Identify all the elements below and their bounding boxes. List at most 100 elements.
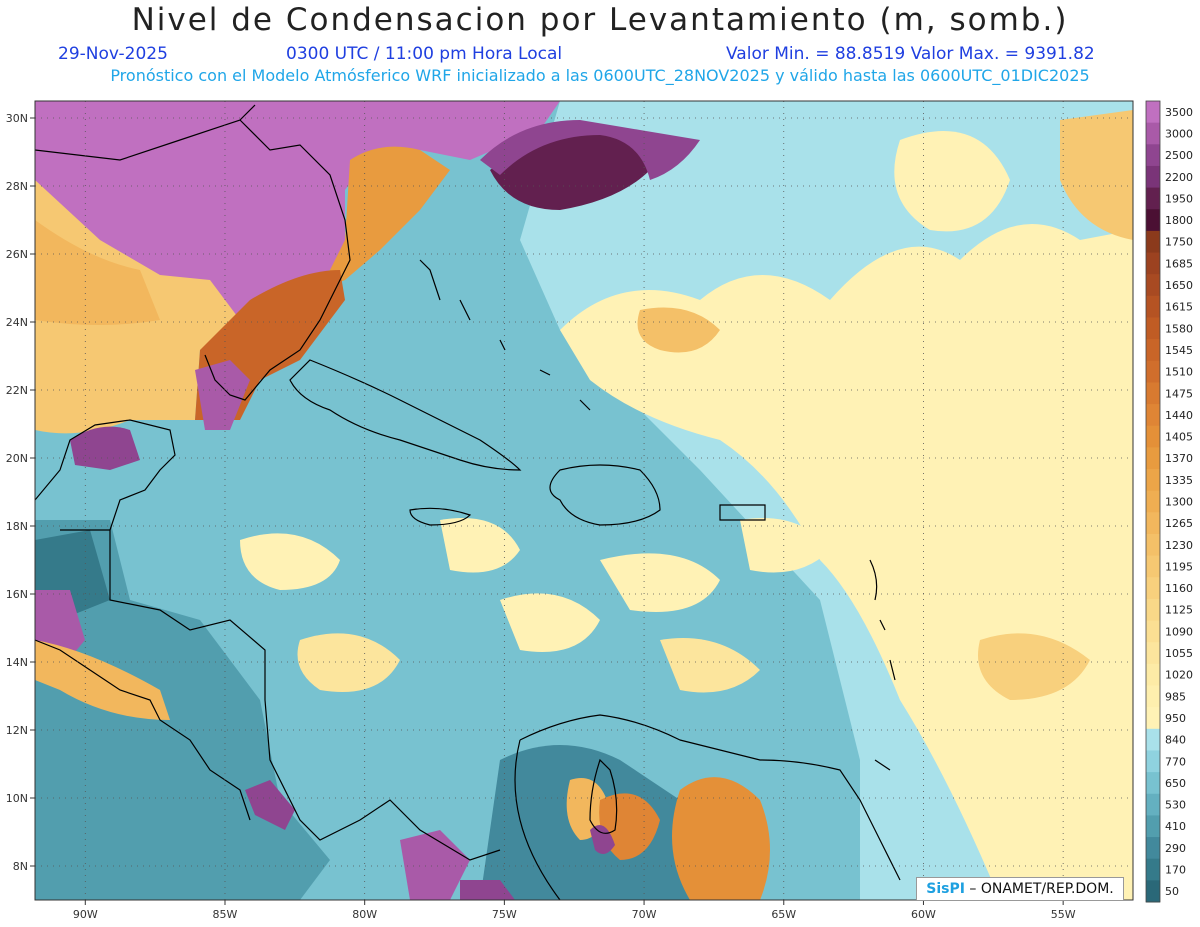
field-patch bbox=[400, 830, 470, 900]
colorbar-label: 1230 bbox=[1165, 539, 1193, 552]
colorbar-swatch bbox=[1146, 620, 1160, 643]
colorbar-label: 290 bbox=[1165, 842, 1186, 855]
colorbar-swatch bbox=[1146, 382, 1160, 405]
colorbar-swatch bbox=[1146, 663, 1160, 687]
colorbar-label: 1615 bbox=[1165, 301, 1193, 314]
field-florida-coast bbox=[300, 146, 450, 300]
colorbar-label: 410 bbox=[1165, 820, 1186, 833]
date-label: 29-Nov-2025 bbox=[58, 44, 168, 64]
colorbar-label: 1650 bbox=[1165, 279, 1193, 292]
lat-tick-label: 28N bbox=[6, 180, 28, 193]
colorbar-label: 2200 bbox=[1165, 171, 1193, 184]
colorbar-label: 1265 bbox=[1165, 517, 1193, 530]
colorbar-label: 1300 bbox=[1165, 496, 1193, 509]
colorbar-swatch bbox=[1146, 685, 1160, 708]
colorbar-swatch bbox=[1146, 512, 1160, 535]
colorbar-label: 1195 bbox=[1165, 560, 1193, 573]
field-patch bbox=[195, 360, 250, 430]
colorbar-swatch bbox=[1146, 555, 1160, 578]
colorbar-swatch bbox=[1146, 317, 1160, 340]
colorbar-swatch bbox=[1146, 642, 1160, 665]
colorbar-label: 650 bbox=[1165, 777, 1186, 790]
colorbar-swatch bbox=[1146, 728, 1160, 751]
colorbar-label: 1370 bbox=[1165, 452, 1193, 465]
colorbar-swatch bbox=[1146, 165, 1160, 189]
map-frame bbox=[34, 100, 1134, 901]
lat-tick-label: 26N bbox=[6, 248, 28, 261]
lon-tick-label: 65W bbox=[771, 908, 796, 921]
lon-tick-label: 75W bbox=[492, 908, 517, 921]
colorbar-swatch bbox=[1146, 837, 1160, 860]
lat-tick-label: 14N bbox=[6, 656, 28, 669]
colorbar-label: 1090 bbox=[1165, 625, 1193, 638]
map-field bbox=[35, 101, 1133, 900]
lat-tick-label: 18N bbox=[6, 520, 28, 533]
colorbar-label: 1510 bbox=[1165, 366, 1193, 379]
chart-title: Nivel de Condensacion por Levantamiento … bbox=[131, 2, 1069, 38]
lat-tick-label: 20N bbox=[6, 452, 28, 465]
field-patch bbox=[1060, 110, 1133, 240]
colorbar-swatch bbox=[1146, 750, 1160, 773]
colorbar-swatch bbox=[1146, 707, 1160, 730]
lat-tick-label: 12N bbox=[6, 724, 28, 737]
colorbar-swatch bbox=[1146, 101, 1160, 124]
colorbar-label: 1020 bbox=[1165, 669, 1193, 682]
colorbar-label: 1160 bbox=[1165, 582, 1193, 595]
colorbar-label: 530 bbox=[1165, 799, 1186, 812]
colorbar-swatch bbox=[1146, 598, 1160, 622]
colorbar-label: 950 bbox=[1165, 712, 1186, 725]
field-atlantic-yellow bbox=[560, 224, 1133, 900]
colorbar-label: 1950 bbox=[1165, 192, 1193, 205]
colorbar-swatch bbox=[1146, 122, 1160, 145]
colorbar-frame bbox=[1145, 100, 1161, 903]
lat-tick-label: 22N bbox=[6, 384, 28, 397]
colorbar-swatch bbox=[1146, 880, 1160, 903]
colorbar-label: 1405 bbox=[1165, 431, 1193, 444]
colorbar-swatch bbox=[1146, 404, 1160, 427]
coastlines bbox=[35, 104, 901, 900]
colorbar-label: 3000 bbox=[1165, 127, 1193, 140]
colorbar-swatch bbox=[1146, 533, 1160, 557]
colorbar-swatch bbox=[1146, 447, 1160, 470]
colorbar-swatch bbox=[1146, 469, 1160, 492]
field-patch bbox=[297, 633, 400, 692]
field-patch bbox=[590, 825, 615, 854]
colorbar-label: 1335 bbox=[1165, 474, 1193, 487]
lat-tick-label: 10N bbox=[6, 792, 28, 805]
field-patch bbox=[240, 533, 340, 590]
colorbar-label: 170 bbox=[1165, 864, 1186, 877]
colorbar-swatch bbox=[1146, 577, 1160, 600]
lon-tick-label: 80W bbox=[352, 908, 377, 921]
field-yucatan bbox=[70, 426, 140, 470]
colorbar-label: 1580 bbox=[1165, 322, 1193, 335]
colorbar-swatch bbox=[1146, 187, 1160, 210]
colorbar-swatch bbox=[1146, 209, 1160, 232]
colorbar-label: 2500 bbox=[1165, 149, 1193, 162]
colorbar-swatch bbox=[1146, 360, 1160, 383]
colorbar-swatch bbox=[1146, 144, 1160, 167]
lon-tick-label: 60W bbox=[911, 908, 936, 921]
lat-tick-label: 30N bbox=[6, 112, 28, 125]
colorbar-label: 1545 bbox=[1165, 344, 1193, 357]
colorbar-label: 1475 bbox=[1165, 387, 1193, 400]
colorbar-swatch bbox=[1146, 274, 1160, 297]
colorbar-label: 3500 bbox=[1165, 106, 1193, 119]
field-patch bbox=[894, 131, 1010, 232]
colorbar-label: 985 bbox=[1165, 690, 1186, 703]
lon-tick-label: 55W bbox=[1051, 908, 1076, 921]
field-patch bbox=[740, 518, 830, 573]
colorbar-swatch bbox=[1146, 772, 1160, 795]
lon-tick-label: 90W bbox=[73, 908, 98, 921]
colorbar-label: 1055 bbox=[1165, 647, 1193, 660]
colorbar-swatch bbox=[1146, 793, 1160, 816]
axis-ticks: 30N 28N 26N 24N 22N 20N 18N 16N 14N 12N 10N 8N 90W 85… bbox=[6, 112, 1076, 921]
model-label: Pronóstico con el Modelo Atmósferico WRF… bbox=[110, 66, 1090, 85]
field-usa bbox=[35, 101, 560, 320]
colorbar-swatch bbox=[1146, 858, 1160, 881]
lat-tick-label: 24N bbox=[6, 316, 28, 329]
field-patch bbox=[440, 518, 520, 573]
colorbar-swatch bbox=[1146, 815, 1160, 838]
colorbar-label: 1750 bbox=[1165, 236, 1193, 249]
minmax-label: Valor Min. = 88.8519 Valor Max. = 9391.8… bbox=[726, 44, 1095, 64]
field-patch bbox=[500, 593, 600, 652]
